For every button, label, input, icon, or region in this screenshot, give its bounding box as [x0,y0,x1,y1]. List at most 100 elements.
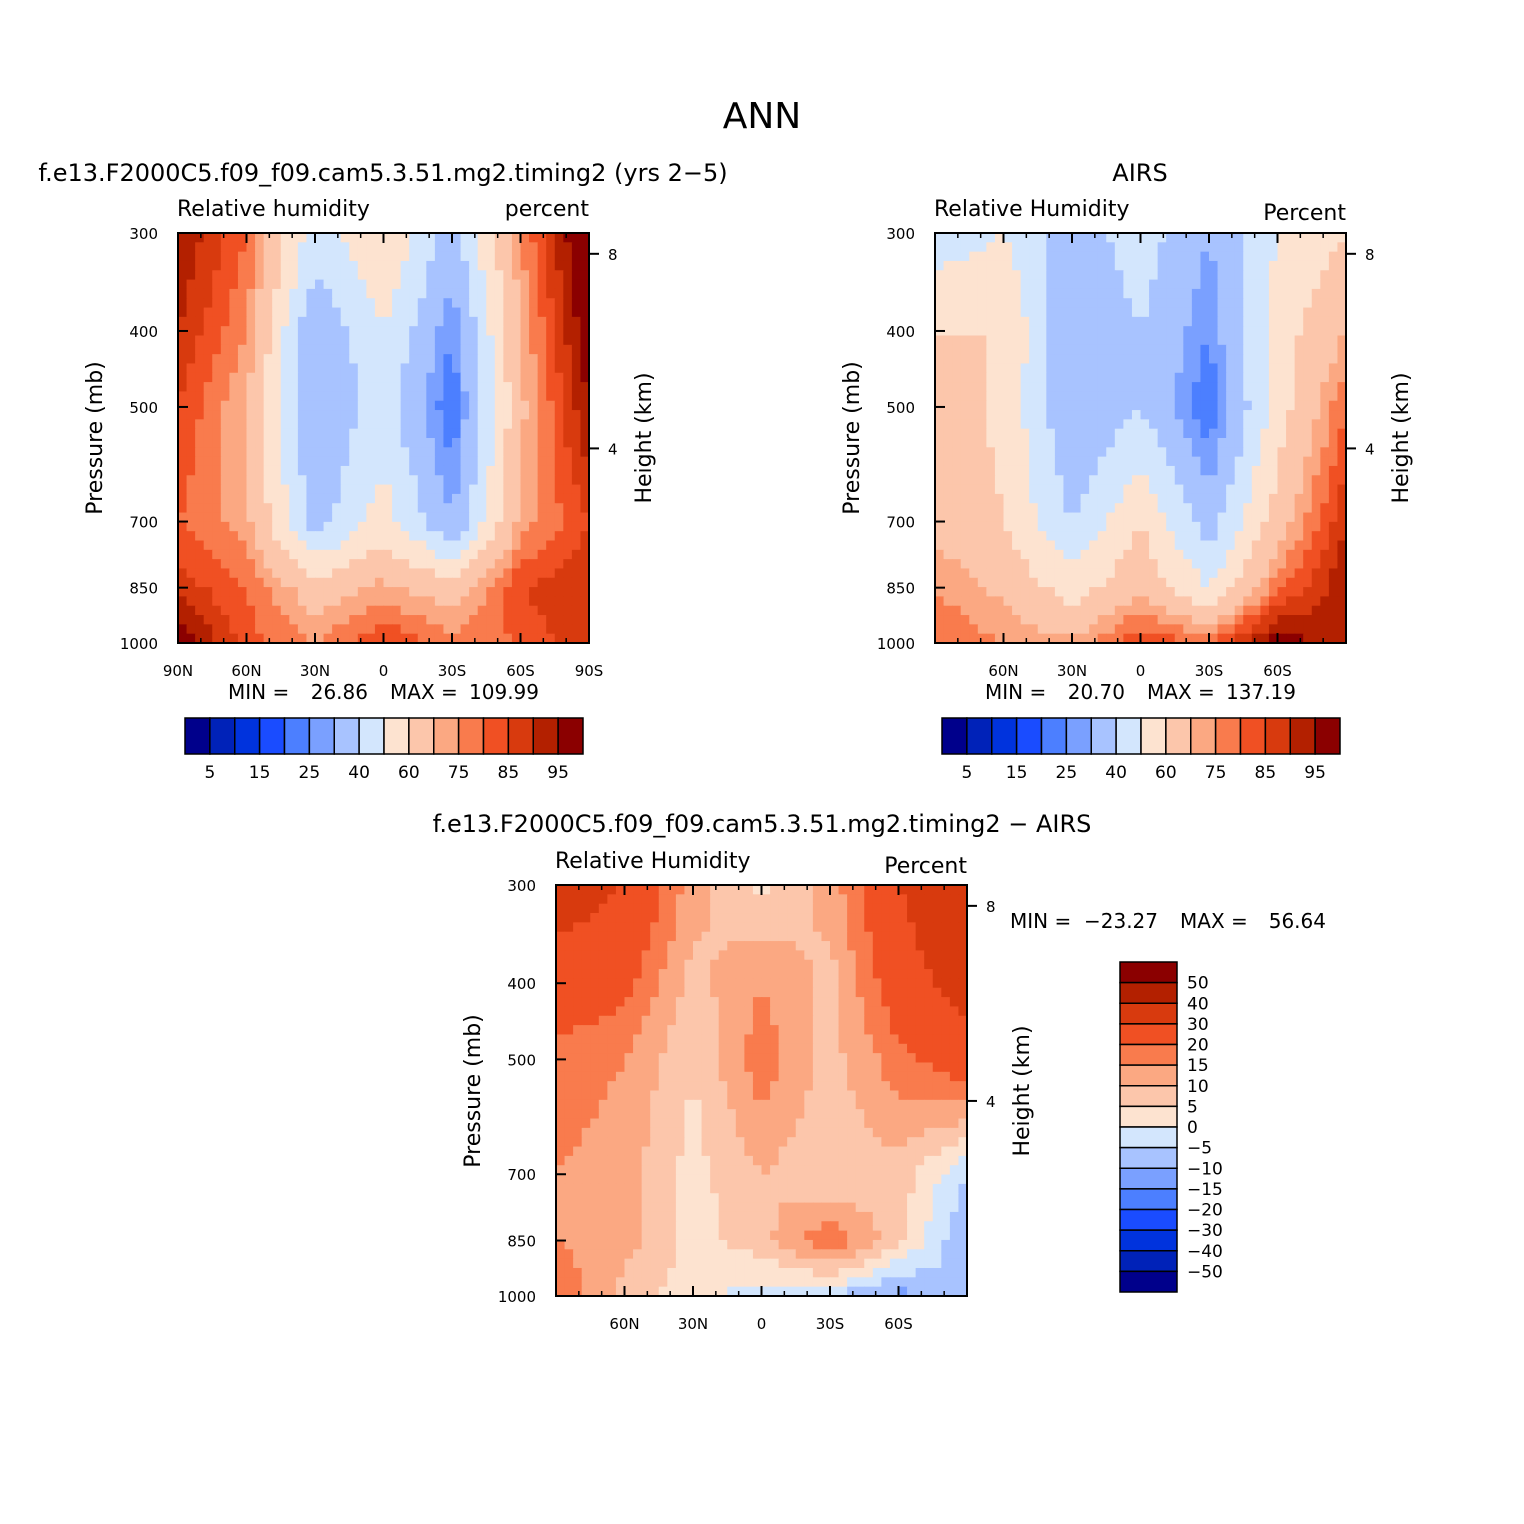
heatmap-cell [778,903,788,914]
heatmap-cell [952,484,962,495]
heatmap-cell [537,540,547,551]
heatmap-cell [1337,363,1347,374]
heatmap-cell [1037,447,1047,458]
heatmap-cell [1157,354,1167,365]
heatmap-cell [1012,307,1022,318]
heatmap-cell [503,540,513,551]
heatmap-cell [494,540,504,551]
heatmap-cell [1217,363,1227,374]
heatmap-cell [366,493,376,504]
heatmap-cell [272,400,282,411]
heatmap-cell [1268,298,1279,309]
heatmap-cell [1303,549,1313,560]
heatmap-cell [383,382,393,393]
heatmap-cell [323,354,333,365]
heatmap-cell [960,307,970,318]
heatmap-cell [486,354,496,365]
heatmap-cell [417,503,427,514]
heatmap-cell [1217,288,1227,299]
heatmap-cell [297,335,308,346]
heatmap-cell [624,931,634,942]
heatmap-cell [838,913,848,923]
heatmap-cell [383,251,393,262]
heatmap-cell [1037,270,1047,281]
heatmap-cell [1277,260,1287,271]
heatmap-cell [272,587,282,598]
heatmap-cell [306,587,316,598]
colorbar-swatch [966,717,993,755]
heatmap-cell [1029,456,1039,467]
heatmap-cell [434,540,445,551]
heatmap-cell [452,354,462,365]
heatmap-cell [263,493,273,504]
heatmap-cell [357,233,367,243]
heatmap-cell [1183,540,1193,551]
heatmap-cell [960,568,970,579]
heatmap-cell [357,354,367,365]
heatmap-cell [520,335,530,346]
heatmap-cell [434,596,445,607]
heatmap-cell [1328,503,1339,514]
heatmap-cell [511,559,522,570]
heatmap-cell [1157,568,1167,579]
heatmap-cell [1174,242,1184,253]
heatmap-cell [263,456,273,467]
heatmap-cell [994,540,1005,551]
heatmap-cell [812,903,823,914]
heatmap-cell [1131,568,1142,579]
heatmap-cell [1114,372,1124,383]
heatmap-cell [434,307,445,318]
heatmap-cell [1191,335,1202,346]
heatmap-cell [1183,242,1193,253]
heatmap-cell [280,559,290,570]
heatmap-cell [563,391,573,402]
heatmap-cell [392,456,402,467]
heatmap-cell [383,605,393,616]
heatmap-cell [1174,326,1184,337]
heatmap-cell [272,605,282,616]
heatmap-cell [607,885,617,895]
heatmap-cell [272,354,282,365]
heatmap-cell [417,344,427,355]
heatmap-cell [503,577,513,588]
heatmap-cell [1123,577,1133,588]
heatmap-cell [1174,335,1184,346]
heatmap-cell [1183,587,1193,598]
heatmap-cell [1337,298,1347,309]
heatmap-cell [349,624,359,635]
heatmap-cell [1183,465,1193,476]
heatmap-cell [452,307,462,318]
heatmap-cell [898,941,908,951]
heatmap-cell [280,363,290,374]
heatmap-cell [952,410,962,420]
heatmap-cell [486,465,496,476]
heatmap-cell [374,288,385,299]
heatmap-cell [1303,577,1313,588]
heatmap-cell [1260,605,1270,616]
heatmap-cell [486,233,496,243]
heatmap-cell [520,475,530,486]
heatmap-cell [1286,242,1296,253]
heatmap-cell [511,605,522,616]
heatmap-cell [246,270,256,281]
heatmap-cell [366,624,376,635]
heatmap-cell [340,605,350,616]
heatmap-cell [1217,344,1227,355]
heatmap-cell [494,615,504,625]
heatmap-cell [246,288,256,299]
heatmap-cell [977,326,987,337]
heatmap-cell [443,251,453,262]
heatmap-cell [1294,615,1304,625]
heatmap-cell [943,521,953,532]
heatmap-cell [503,372,513,383]
heatmap-cell [503,559,513,570]
heatmap-cell [571,260,582,271]
heatmap-cell [400,316,410,327]
heatmap-cell [1029,521,1039,532]
heatmap-cell [452,596,462,607]
heatmap-cell [195,484,205,495]
heatmap-cell [494,233,504,243]
heatmap-cell [935,344,945,355]
heatmap-cell [821,894,831,905]
heatmap-cell [246,596,256,607]
